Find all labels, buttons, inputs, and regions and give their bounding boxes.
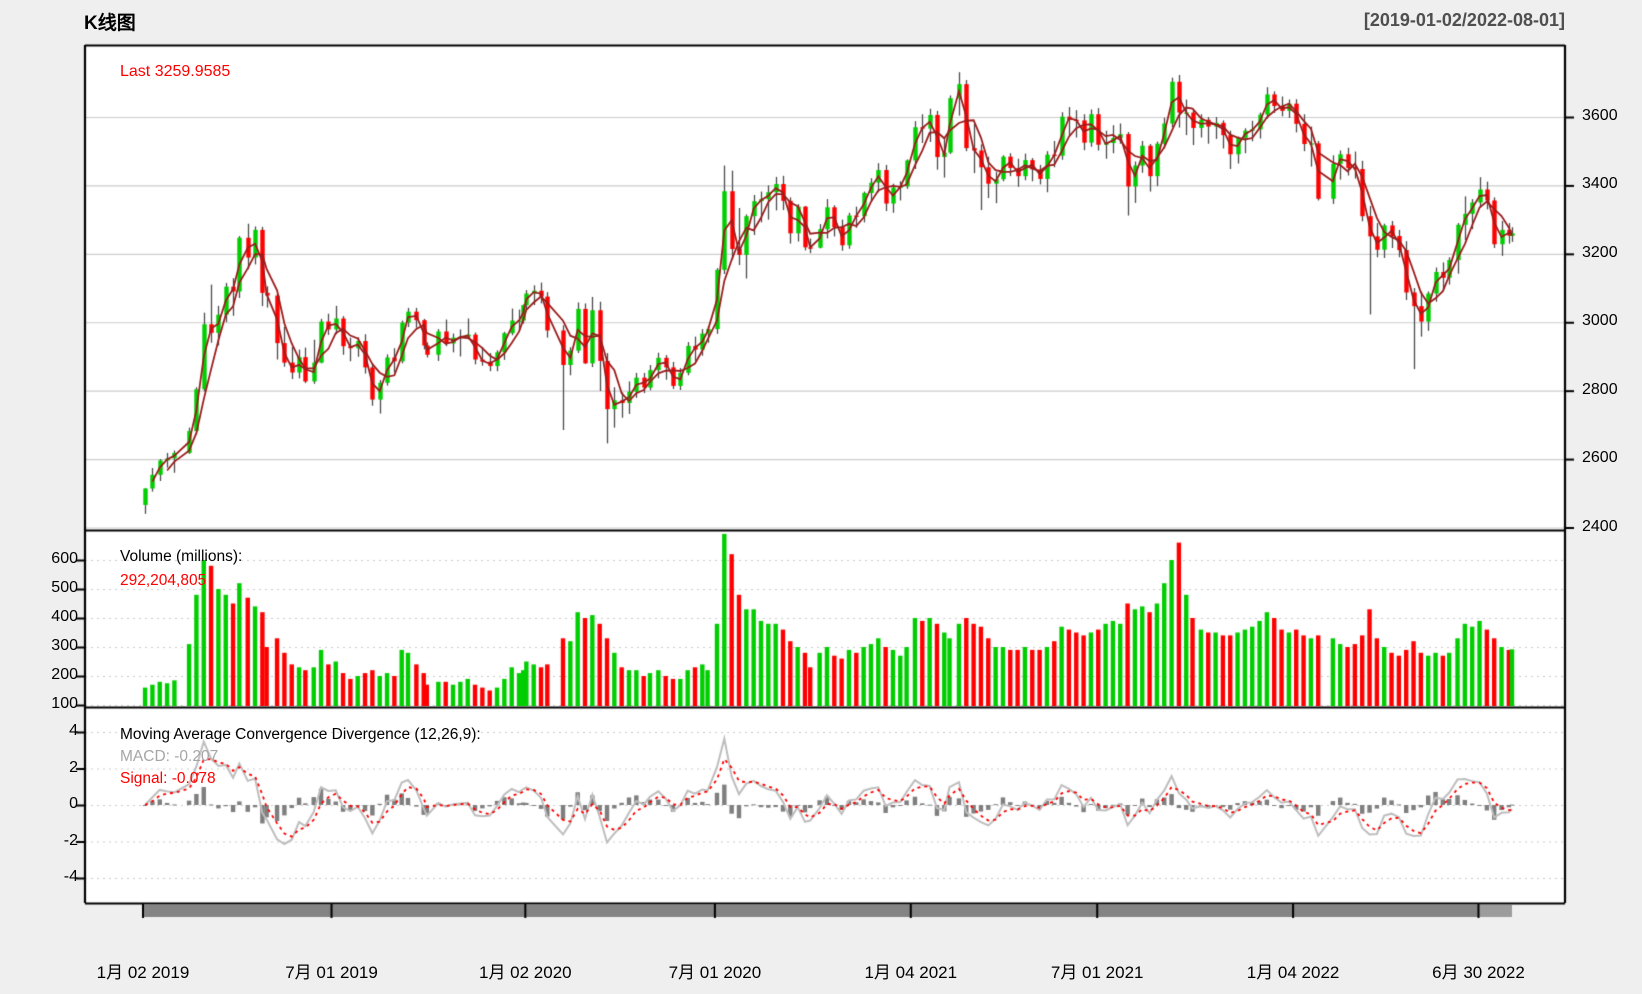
price-tick-label: 3400 (1582, 175, 1618, 193)
macd-tick-label: -2 (63, 831, 78, 849)
macd-last-value: MACD: -0.207 (120, 748, 219, 765)
volume-tick-label: 100 (51, 695, 78, 712)
macd-tick-label: -4 (63, 868, 78, 885)
price-tick-label: 2800 (1582, 380, 1618, 398)
x-axis-date-label: 7月 01 2021 (1050, 963, 1144, 982)
macd-tick-label: 4 (69, 722, 78, 739)
volume-tick-label: 300 (51, 637, 78, 654)
volume-tick-label: 500 (51, 579, 78, 596)
price-tick-label: 3200 (1582, 243, 1618, 261)
volume-panel-title: Volume (millions): (120, 548, 243, 565)
x-axis-date-label: 1月 02 2020 (478, 963, 572, 982)
x-axis-date-label: 6月 30 2022 (1432, 963, 1525, 982)
macd-tick-label: 0 (69, 795, 78, 812)
price-tick-label: 3000 (1582, 312, 1618, 330)
page-title: K线图 (84, 13, 136, 34)
x-axis-date-label: 7月 01 2020 (668, 963, 762, 982)
volume-tick-label: 600 (51, 550, 78, 567)
signal-last-value: Signal: -0.078 (120, 770, 216, 787)
date-range-label: [2019-01-02/2022-08-01] (1363, 10, 1565, 30)
volume-tick-label: 200 (51, 666, 78, 683)
volume-tick-label: 400 (51, 608, 78, 625)
macd-tick-label: 2 (69, 758, 78, 776)
price-tick-label: 3600 (1582, 107, 1618, 124)
volume-last-value: 292,204,805 (120, 572, 207, 589)
x-axis-date-label: 1月 04 2021 (864, 963, 958, 982)
x-axis-date-label: 7月 01 2019 (285, 963, 378, 982)
macd-panel-title: Moving Average Convergence Divergence (1… (120, 726, 481, 743)
x-axis-date-label: 1月 02 2019 (96, 963, 190, 982)
price-tick-label: 2600 (1582, 449, 1618, 467)
price-tick-label: 2400 (1582, 517, 1618, 535)
x-axis-date-label: 1月 04 2022 (1246, 963, 1340, 982)
last-price-label: Last 3259.9585 (120, 63, 231, 80)
